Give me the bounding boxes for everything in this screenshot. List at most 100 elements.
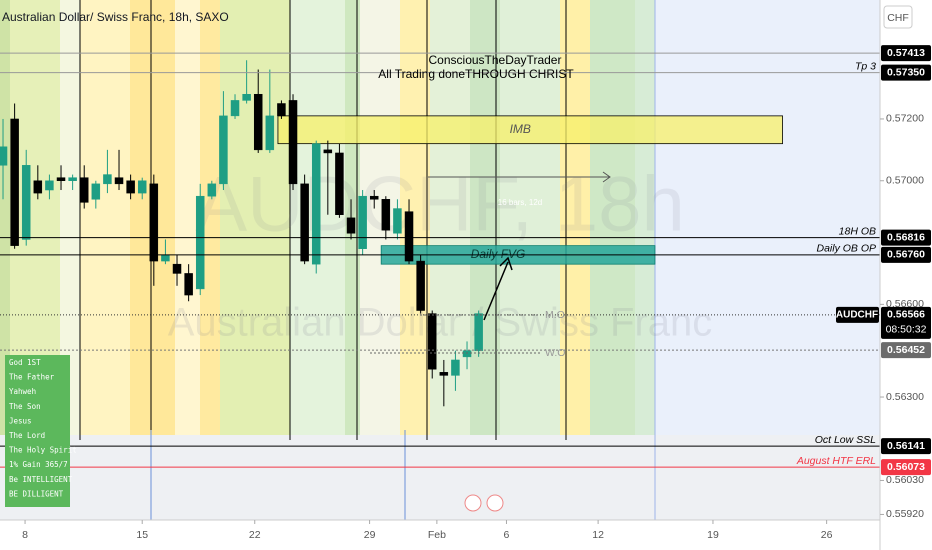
price-label: 0.56452: [887, 344, 925, 356]
candle-body: [404, 211, 414, 262]
symbol-box: [836, 306, 879, 323]
plot: IMB Daily FVG: [0, 52, 880, 468]
candle-body: [416, 260, 425, 311]
candle-body: [381, 199, 391, 231]
last-price-box: [881, 306, 931, 339]
affirmations: God 1ST The Father Yahweh The Son Jesus The L…: [9, 358, 77, 498]
mark-label: W.O: [545, 347, 565, 359]
note: ConsciousTheDayTrader: [429, 53, 562, 67]
level-label: Tp 3: [855, 60, 876, 72]
level-label: August HTF ERL: [796, 455, 876, 467]
price-label-box: [881, 459, 931, 476]
candle-body: [172, 263, 182, 274]
candle-body: [323, 149, 333, 154]
candle-body: [369, 195, 379, 200]
affirmation: The Holy Spirit: [9, 446, 77, 455]
candle-body: [114, 177, 124, 185]
y-tick-label: 0.56030: [886, 474, 924, 486]
affirmation: The Father: [9, 373, 55, 382]
candle-body: [161, 254, 170, 262]
candle-body: [184, 273, 193, 296]
last-price: 0.56566: [887, 309, 925, 321]
affirmation-box: [5, 355, 70, 507]
ruler-label: 16 bars, 12d: [498, 198, 542, 207]
currency-button[interactable]: [883, 5, 913, 29]
time-axis: [0, 520, 880, 550]
candle-body: [427, 313, 437, 370]
candle-body: [10, 118, 19, 246]
price-label-box: [881, 438, 931, 455]
x-tick-label: 15: [136, 529, 148, 541]
price-label: 0.57413: [887, 47, 925, 59]
candle-body: [335, 152, 344, 215]
level-label: Oct Low SSL: [815, 434, 876, 446]
candle-body: [346, 217, 356, 234]
candle-body: [0, 146, 8, 166]
affirmation: The Lord: [9, 431, 45, 440]
session-band: [0, 0, 10, 435]
price-label-box: [881, 229, 931, 246]
affirmation: BE DILLIGENT: [9, 489, 64, 498]
candle-body: [265, 115, 275, 151]
mark-label: M.O: [545, 309, 565, 321]
candle-body: [393, 208, 402, 234]
candle-body: [242, 93, 251, 101]
watermark: AUDCHF, 18h: [195, 160, 685, 248]
x-tick-label: 26: [821, 529, 833, 541]
price-label-box: [881, 45, 931, 62]
countdown: 08:50:32: [886, 324, 927, 336]
candle-body: [288, 100, 298, 185]
candle-body: [21, 165, 31, 240]
session-band: [60, 0, 80, 435]
x-tick-label: 6: [504, 529, 510, 541]
candle-body: [358, 195, 367, 249]
candle-body: [277, 103, 286, 117]
zone-label: IMB: [510, 122, 531, 136]
zone-label: Daily FVG: [471, 247, 526, 261]
candle-body: [195, 195, 205, 290]
y-tick-label: 0.55920: [886, 508, 924, 520]
candle-body: [451, 359, 460, 376]
affirmation: Yahweh: [9, 387, 36, 396]
level-label: Daily OB OP: [816, 243, 876, 255]
affirmation: 1% Gain 365/7: [9, 460, 68, 469]
price-label: 0.56816: [887, 231, 925, 243]
chart-title: Australian Dollar/ Swiss Franc, 18h, SAX…: [2, 10, 229, 24]
arrow: [483, 256, 513, 321]
arrow: [428, 171, 611, 183]
y-tick-label: 0.57000: [886, 175, 924, 187]
candle-body: [79, 177, 89, 203]
y-tick-label: 0.57200: [886, 113, 924, 125]
price-label-box: [881, 342, 931, 359]
watermark: Australian Dollar / Swiss Franc: [168, 301, 713, 345]
x-tick-label: 22: [249, 529, 261, 541]
note: All Trading doneTHROUGH CHRIST: [378, 67, 574, 81]
candle-body: [56, 177, 66, 181]
event-icon: [486, 494, 504, 512]
price-label: 0.57350: [887, 66, 925, 78]
candle-body: [253, 93, 263, 151]
candle-body: [439, 372, 449, 376]
candle-body: [219, 115, 228, 185]
candle-body: [207, 183, 217, 197]
candle-body: [137, 180, 147, 194]
candle-body: [68, 177, 77, 181]
x-tick-label: 19: [707, 529, 719, 541]
symbol-label: AUDCHF: [836, 309, 878, 320]
candle-body: [462, 350, 472, 358]
price-label: 0.56073: [887, 461, 925, 473]
price-label: 0.56760: [887, 249, 925, 261]
price-axis: [880, 0, 932, 550]
affirmation: The Son: [9, 402, 41, 411]
price-label-box: [881, 246, 931, 263]
price-label: 0.56141: [887, 440, 925, 452]
price-label-box: [881, 64, 931, 81]
x-tick-label: 12: [592, 529, 604, 541]
candle-body: [300, 183, 309, 262]
session-band: [200, 0, 220, 435]
session-band: [80, 0, 130, 435]
candle-body: [230, 100, 240, 117]
candle-body: [103, 174, 112, 185]
x-tick-label: 29: [364, 529, 376, 541]
